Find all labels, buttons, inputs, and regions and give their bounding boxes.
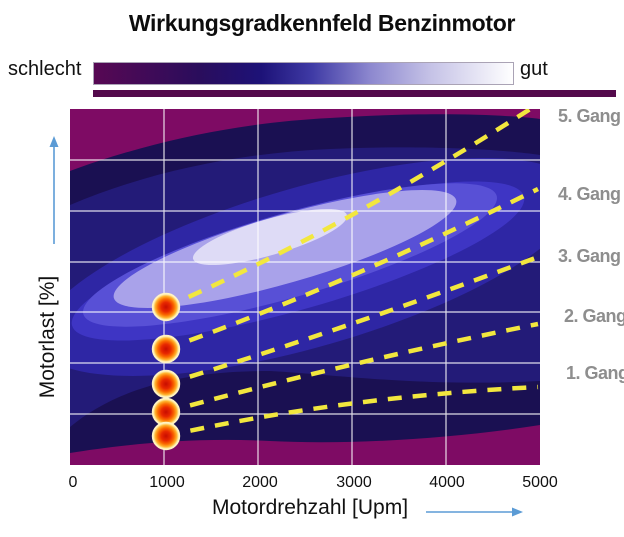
shift-point-5 [151, 421, 181, 451]
x-tick-3000: 3000 [336, 474, 372, 491]
x-tick-4000: 4000 [429, 474, 465, 491]
gear-curve-2 [165, 321, 539, 415]
colorbar-gradient [93, 62, 514, 85]
x-tick-2000: 2000 [242, 474, 278, 491]
colorbar-label-good: gut [520, 58, 548, 80]
gear-curve-1 [165, 384, 539, 439]
gear-label-5: 5. Gang [558, 106, 621, 126]
gear-curve-5 [165, 109, 535, 310]
contour-band-best [192, 208, 348, 266]
colorbar-shadow-strip [93, 90, 616, 97]
gear-label-2: 2. Gang [564, 306, 624, 326]
efficiency-map-svg [70, 109, 540, 465]
shift-point-3 [151, 369, 181, 399]
shift-point-2 [151, 334, 181, 364]
x-tick-5000: 5000 [522, 474, 558, 491]
page-title: Wirkungsgradkennfeld Benzinmotor [128, 10, 516, 36]
shift-point-4 [151, 397, 181, 427]
x-tick-1000: 1000 [149, 474, 185, 491]
gear-label-4: 4. Gang [558, 184, 621, 204]
shift-points [151, 292, 181, 451]
gear-label-3: 3. Gang [558, 246, 621, 266]
plot-area [70, 109, 540, 465]
gear-curve-4 [165, 186, 539, 352]
x-axis-arrow-icon [426, 507, 523, 517]
gear-curves [165, 109, 539, 439]
x-tick-0: 0 [68, 474, 78, 491]
y-axis-title: Motorlast [%] [36, 275, 59, 399]
y-axis-arrow-icon [49, 136, 59, 244]
gear-label-1: 1. Gang [566, 363, 624, 383]
gridlines [70, 109, 540, 465]
x-axis-title: Motordrehzahl [Upm] [211, 496, 409, 519]
colorbar-label-bad: schlecht [8, 58, 82, 80]
gear-curve-3 [165, 254, 539, 387]
shift-point-1 [151, 292, 181, 322]
